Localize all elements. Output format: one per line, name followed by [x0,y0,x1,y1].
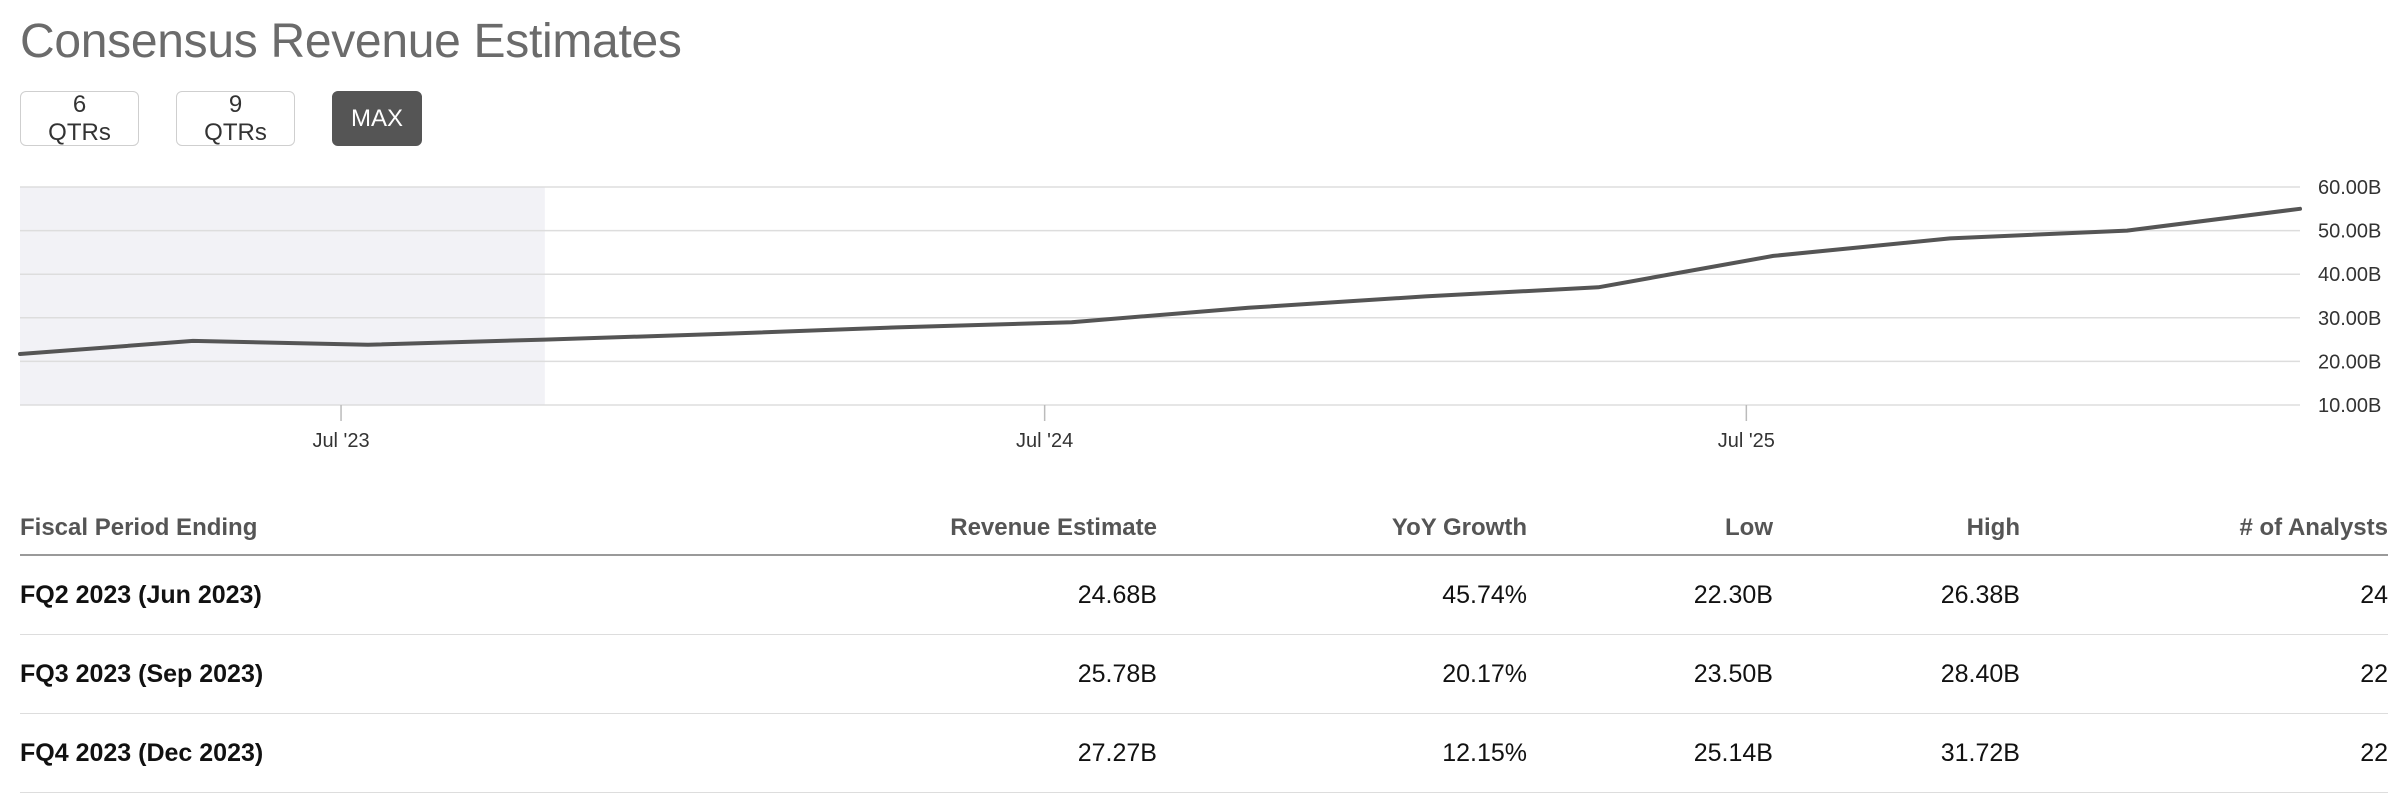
range-6-qtrs-button[interactable]: 6 QTRs [20,91,139,146]
header-fiscal-period: Fiscal Period Ending [20,502,420,556]
cell-low: 22.30B [1527,555,1773,635]
y-tick-label: 50.00B [2318,221,2381,243]
cell-low: 23.50B [1527,634,1773,714]
header-revenue-estimate: Revenue Estimate [420,502,1157,556]
estimates-table: Fiscal Period Ending Revenue Estimate Yo… [20,502,2388,793]
header-analysts: # of Analysts [2020,502,2388,556]
cell-yoy-growth: 12.15% [1157,713,1527,793]
cell-revenue-estimate: 27.27B [420,713,1157,793]
cell-high: 31.72B [1773,713,2020,793]
x-tick-label: Jul '25 [1718,430,1775,452]
cell-fiscal-period: FQ3 2023 (Sep 2023) [20,634,420,714]
cell-low: 25.14B [1527,713,1773,793]
cell-high: 28.40B [1773,634,2020,714]
range-max-button[interactable]: MAX [332,91,422,146]
y-tick-label: 10.00B [2318,395,2381,417]
cell-yoy-growth: 45.74% [1157,555,1527,635]
x-tick-label: Jul '24 [1016,430,1073,452]
x-tick-label: Jul '23 [312,430,369,452]
header-yoy-growth: YoY Growth [1157,502,1527,556]
y-tick-label: 60.00B [2318,177,2381,199]
y-tick-label: 20.00B [2318,351,2381,373]
cell-fiscal-period: FQ4 2023 (Dec 2023) [20,713,420,793]
table-row: FQ4 2023 (Dec 2023) 27.27B 12.15% 25.14B… [20,713,2388,793]
table-header-row: Fiscal Period Ending Revenue Estimate Yo… [20,502,2388,556]
revenue-line-chart: 60.00B 50.00B 40.00B 30.00B 20.00B 10.00B Jul … [18,177,2381,452]
y-tick-label: 30.00B [2318,308,2381,330]
table-row: FQ2 2023 (Jun 2023) 24.68B 45.74% 22.30B… [20,555,2388,635]
cell-high: 26.38B [1773,555,2020,635]
cell-analysts: 22 [2020,634,2388,714]
cell-fiscal-period: FQ2 2023 (Jun 2023) [20,555,420,635]
cell-yoy-growth: 20.17% [1157,634,1527,714]
actuals-shaded-region [20,187,545,405]
revenue-estimate-line [18,206,2302,356]
cell-revenue-estimate: 25.78B [420,634,1157,714]
range-selector: 6 QTRs 9 QTRs MAX [20,91,422,146]
header-low: Low [1527,502,1773,556]
header-high: High [1773,502,2020,556]
range-9-qtrs-button[interactable]: 9 QTRs [176,91,295,146]
cell-analysts: 22 [2020,713,2388,793]
cell-analysts: 24 [2020,555,2388,635]
table-row: FQ3 2023 (Sep 2023) 25.78B 20.17% 23.50B… [20,634,2388,714]
cell-revenue-estimate: 24.68B [420,555,1157,635]
page-title: Consensus Revenue Estimates [20,15,682,68]
y-tick-label: 40.00B [2318,264,2381,286]
